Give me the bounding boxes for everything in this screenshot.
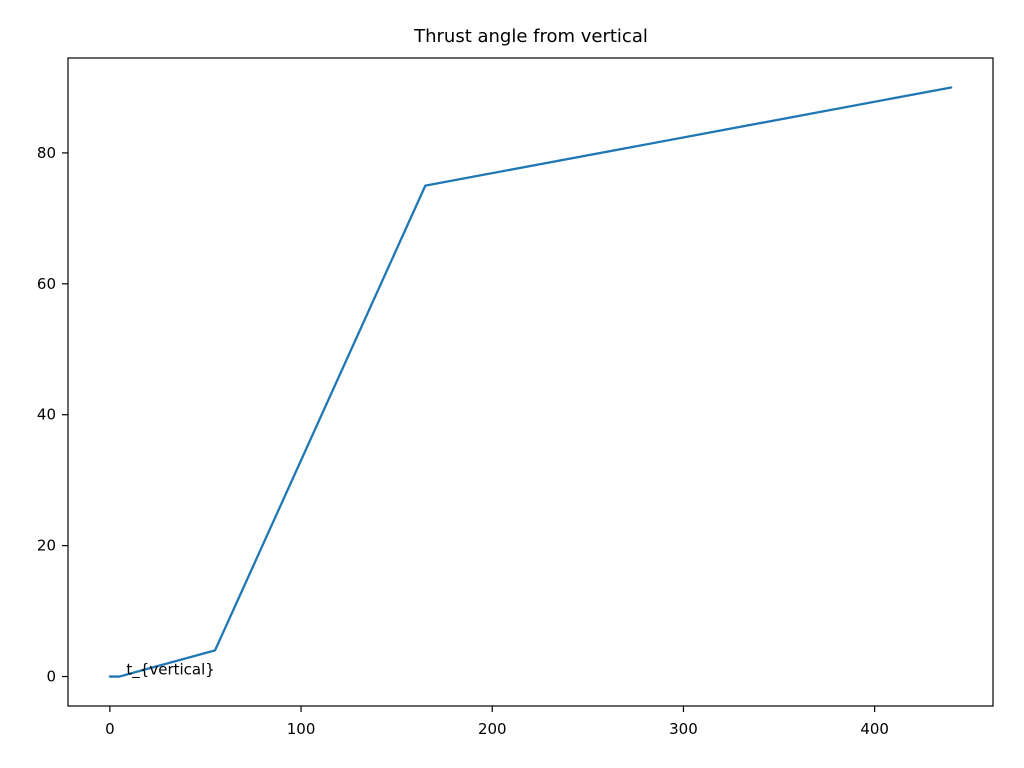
axis-ticks: 0 100 200 300 400 0 20 40 60 80 [37,144,889,738]
x-tick-label: 300 [669,720,698,738]
chart-title: Thrust angle from vertical [413,26,648,47]
y-tick-label: 0 [46,668,56,686]
series-line [108,86,953,678]
y-tick-label: 60 [37,275,56,293]
y-tick-label: 80 [37,144,56,162]
series-layer [108,86,953,678]
x-tick-label: 400 [860,720,889,738]
plot-frame [67,57,994,707]
y-tick-label: 20 [37,537,56,555]
x-tick-label: 100 [287,720,316,738]
annotations: t_{vertical} [126,661,214,680]
x-tick-label: 0 [105,720,115,738]
y-tick-label: 40 [37,406,56,424]
x-tick-label: 200 [478,720,507,738]
annotation-label: t_{vertical} [126,661,214,680]
